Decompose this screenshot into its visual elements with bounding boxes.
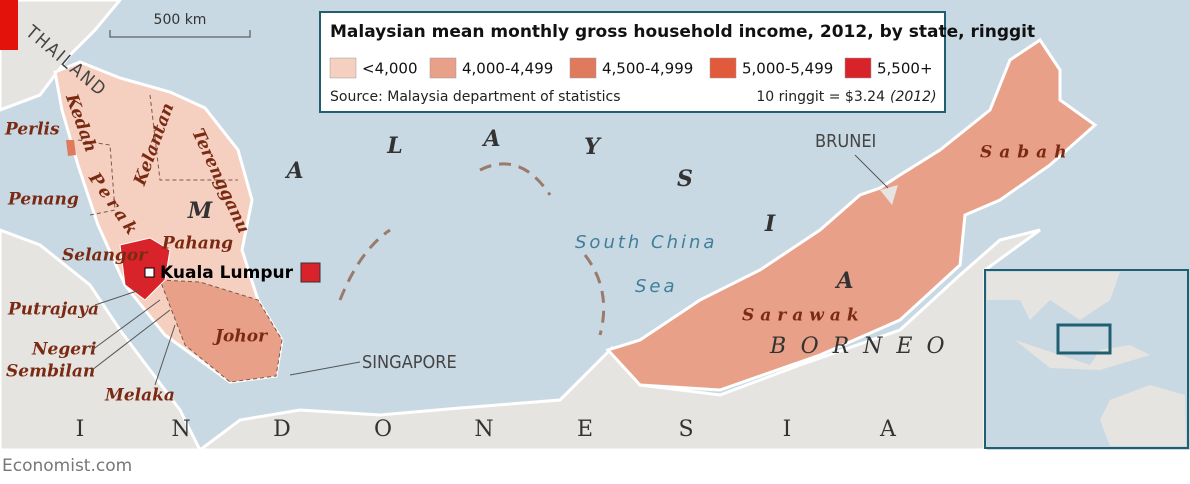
country-letter: I bbox=[783, 417, 792, 442]
region-label: BORNEO bbox=[769, 334, 959, 359]
country-letter: L bbox=[386, 133, 402, 159]
leader-line bbox=[854, 154, 889, 189]
kl-marker bbox=[144, 267, 155, 278]
land-thailand bbox=[0, 0, 122, 112]
state-label: Perlis bbox=[4, 120, 60, 140]
title: Malaysian mean monthly gross household i… bbox=[330, 22, 1035, 42]
footer-band bbox=[0, 450, 1190, 484]
scale-bar bbox=[109, 30, 251, 38]
inset-map bbox=[984, 269, 1189, 449]
state-label: Sarawak bbox=[742, 306, 865, 326]
legend-swatch bbox=[329, 57, 357, 79]
inset-land bbox=[1100, 385, 1186, 446]
state-border bbox=[77, 139, 116, 216]
country-letter: M bbox=[187, 198, 213, 224]
country-letter: N bbox=[171, 417, 190, 442]
sea-label: South China bbox=[575, 232, 717, 253]
country-letter: A bbox=[879, 417, 897, 442]
state-label: Sabah bbox=[980, 143, 1074, 163]
state-label: Putrajaya bbox=[7, 300, 99, 320]
country-letter: D bbox=[273, 417, 291, 442]
legend-label: 5,500+ bbox=[877, 60, 933, 78]
country-label: SINGAPORE bbox=[362, 352, 457, 373]
footer: Economist.com bbox=[2, 456, 132, 476]
land-brunei bbox=[880, 185, 898, 205]
state-border bbox=[149, 94, 238, 181]
boundary bbox=[338, 228, 391, 301]
kl-swatch bbox=[300, 262, 321, 283]
legend-label: 4,000-4,499 bbox=[462, 60, 553, 78]
country-letter: O bbox=[374, 417, 392, 442]
inset-highlight bbox=[1056, 323, 1112, 355]
state-penang bbox=[66, 140, 76, 156]
state-johor bbox=[159, 279, 283, 383]
boundary bbox=[583, 254, 606, 336]
country-letter: N bbox=[474, 417, 493, 442]
legend-box bbox=[319, 11, 946, 113]
leader-line bbox=[91, 289, 361, 386]
source: Source: Malaysia department of statistic… bbox=[330, 89, 621, 105]
legend-label: 4,500-4,999 bbox=[602, 60, 693, 78]
inset-land bbox=[987, 272, 1120, 320]
country-letter: S bbox=[677, 166, 693, 192]
state-label: Sembilan bbox=[6, 362, 95, 382]
country-letter: A bbox=[834, 268, 853, 294]
inset-land bbox=[1015, 340, 1150, 370]
note: 10 ringgit = $3.24 bbox=[756, 89, 885, 105]
country-letter: I bbox=[764, 211, 776, 237]
country-letter: I bbox=[76, 417, 85, 442]
legend: <4,000 4,000-4,499 4,500-4,999 5,000-5,499 5… bbox=[329, 57, 933, 79]
sea-label: Sea bbox=[635, 276, 678, 297]
city-label: Kuala Lumpur bbox=[160, 263, 294, 283]
country-letter: A bbox=[284, 158, 303, 184]
legend-swatch bbox=[709, 57, 737, 79]
legend-swatch bbox=[569, 57, 597, 79]
state-label: Negeri bbox=[31, 340, 96, 360]
note-year: (2012) bbox=[890, 89, 937, 105]
state-label: Melaka bbox=[104, 386, 175, 406]
legend-label: <4,000 bbox=[362, 60, 418, 78]
legend-swatch bbox=[844, 57, 872, 79]
boundary bbox=[479, 162, 552, 196]
country-letter: E bbox=[577, 417, 593, 442]
land-indonesia bbox=[195, 228, 1041, 452]
country-label: BRUNEI bbox=[815, 131, 876, 152]
state-label: Johor bbox=[212, 327, 268, 347]
country-letter: A bbox=[481, 126, 500, 152]
brand-tag bbox=[0, 0, 18, 50]
country-letter: Y bbox=[584, 134, 602, 160]
state-label: Pahang bbox=[161, 234, 233, 254]
legend-label: 5,000-5,499 bbox=[742, 60, 833, 78]
legend-swatch bbox=[429, 57, 457, 79]
country-letter: S bbox=[678, 417, 693, 442]
state-label: Selangor bbox=[62, 246, 148, 266]
land-sabah-sarawak bbox=[605, 37, 1098, 392]
state-label: Penang bbox=[7, 190, 79, 210]
scale-label: 500 km bbox=[154, 12, 207, 28]
